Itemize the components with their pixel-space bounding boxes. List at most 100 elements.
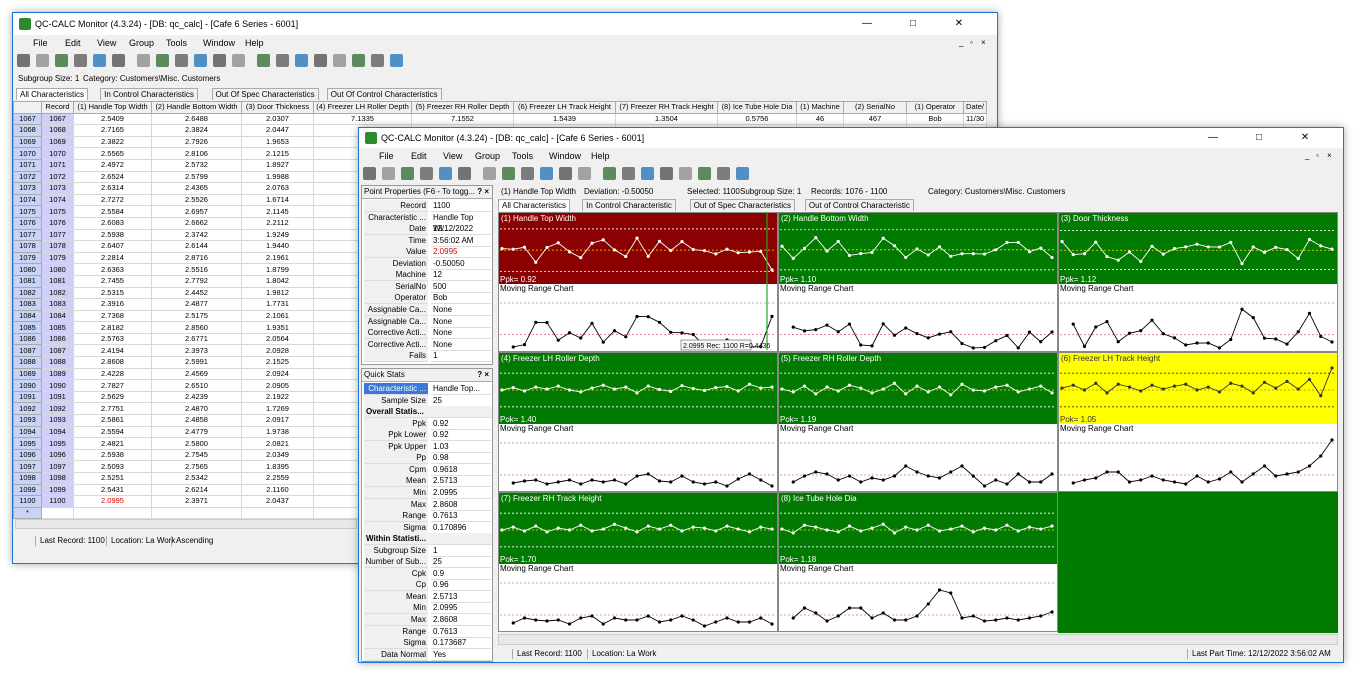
toolbar-button[interactable] — [257, 54, 270, 67]
mdi-control[interactable]: _ — [1305, 151, 1310, 160]
mr-point — [994, 478, 998, 482]
toolbar-button[interactable] — [641, 167, 654, 180]
menu-item[interactable]: File — [33, 38, 48, 48]
toolbar-button[interactable] — [603, 167, 616, 180]
menu-item[interactable]: Help — [591, 151, 610, 161]
mdi-control[interactable]: × — [1327, 151, 1332, 160]
toolbar-button[interactable] — [622, 167, 635, 180]
toolbar-button[interactable] — [420, 167, 433, 180]
toolbar-button[interactable] — [483, 167, 496, 180]
toolbar-button[interactable] — [540, 167, 553, 180]
table-cell: 1090 — [41, 379, 74, 392]
toolbar-button[interactable] — [717, 167, 730, 180]
window-control[interactable]: ✕ — [1300, 132, 1310, 143]
window-control[interactable]: □ — [909, 18, 917, 29]
toolbar-button[interactable] — [276, 54, 289, 67]
mdi-control[interactable]: _ — [959, 38, 964, 47]
toolbar-button[interactable] — [401, 167, 414, 180]
toolbar-button[interactable] — [382, 167, 395, 180]
tab[interactable]: In Control Characteristic — [582, 199, 676, 211]
data-point — [612, 522, 617, 526]
toolbar-button[interactable] — [660, 167, 673, 180]
column-header: (8) Ice Tube Hole Dia — [717, 101, 797, 114]
toolbar-button[interactable] — [137, 54, 150, 67]
table-cell: 1088 — [41, 356, 74, 369]
data-point — [1016, 240, 1020, 245]
toolbar-button[interactable] — [736, 167, 749, 180]
toolbar-button[interactable] — [93, 54, 106, 67]
toolbar-button[interactable] — [458, 167, 471, 180]
data-point — [1307, 237, 1312, 242]
mr-point — [926, 336, 930, 340]
tab[interactable]: Out Of Spec Characteristics — [211, 88, 319, 100]
toolbar-button[interactable] — [698, 167, 711, 180]
mr-point — [847, 606, 852, 610]
tab[interactable]: Out Of Control Characteristics — [326, 88, 442, 100]
toolbar-button[interactable] — [439, 167, 452, 180]
menu-item[interactable]: Group — [475, 151, 501, 161]
toolbar-button[interactable] — [559, 167, 572, 180]
toolbar-button[interactable] — [352, 54, 365, 67]
menu-item[interactable]: Edit — [65, 38, 81, 48]
menu-item[interactable]: Help — [245, 38, 264, 48]
toolbar-button[interactable] — [333, 54, 346, 67]
toolbar-button[interactable] — [156, 54, 169, 67]
panel-buttons[interactable]: ? × — [477, 370, 489, 379]
toolbar-button[interactable] — [502, 167, 515, 180]
window-control[interactable]: ✕ — [954, 18, 964, 29]
toolbar-button[interactable] — [363, 167, 376, 180]
tab[interactable]: Out of Spec Characteristics — [689, 199, 795, 211]
table-cell: 2.6510 — [151, 379, 242, 392]
tab[interactable]: Out of Control Characteristic — [804, 199, 914, 211]
mr-point — [949, 591, 953, 595]
toolbar-button[interactable] — [55, 54, 68, 67]
data-point — [646, 384, 650, 388]
toolbar-button[interactable] — [314, 54, 327, 67]
toolbar-button[interactable] — [175, 54, 188, 67]
toolbar-button[interactable] — [213, 54, 226, 67]
tab[interactable]: In Control Characteristics — [100, 88, 198, 100]
data-point — [635, 391, 639, 395]
menu-item[interactable]: File — [379, 151, 394, 161]
tab[interactable]: All Characteristics — [16, 88, 89, 100]
toolbar-button[interactable] — [232, 54, 245, 67]
menu-item[interactable]: Window — [549, 151, 582, 161]
toolbar-button[interactable] — [521, 167, 534, 180]
toolbar-button[interactable] — [371, 54, 384, 67]
data-point — [601, 238, 605, 242]
menu-item[interactable]: View — [97, 38, 117, 48]
data-point — [1050, 524, 1054, 528]
toolbar-button[interactable] — [17, 54, 30, 67]
row-header: 1096 — [13, 448, 42, 462]
mr-point — [534, 478, 538, 482]
window-control[interactable]: — — [862, 18, 872, 29]
toolbar-button[interactable] — [390, 54, 403, 67]
menu-item[interactable]: Tools — [166, 38, 188, 48]
menu-item[interactable]: Tools — [512, 151, 534, 161]
toolbar-button[interactable] — [194, 54, 207, 67]
mr-point — [770, 622, 774, 626]
mr-point — [859, 343, 863, 347]
mdi-control[interactable]: × — [981, 38, 986, 47]
menu-item[interactable]: Edit — [411, 151, 427, 161]
menu-item[interactable]: Group — [129, 38, 155, 48]
menu-item[interactable]: Window — [203, 38, 236, 48]
toolbar-button[interactable] — [36, 54, 49, 67]
window-control[interactable]: — — [1208, 132, 1218, 143]
panel-buttons[interactable]: ? × — [477, 187, 489, 196]
menu-item[interactable]: View — [443, 151, 463, 161]
toolbar-button[interactable] — [112, 54, 125, 67]
toolbar-button[interactable] — [578, 167, 591, 180]
mdi-control[interactable]: ▫ — [1316, 151, 1319, 160]
h-scrollbar[interactable] — [15, 519, 357, 529]
tab[interactable]: All Characteristics — [498, 199, 571, 211]
toolbar-button[interactable] — [295, 54, 308, 67]
mdi-control[interactable]: ▫ — [970, 38, 973, 47]
property-key: Data Normal — [364, 648, 428, 661]
property-key: Corrective Acti... — [364, 338, 428, 351]
window-control[interactable]: □ — [1255, 132, 1263, 143]
toolbar-button[interactable] — [74, 54, 87, 67]
mr-point — [1251, 472, 1255, 476]
h-scrollbar[interactable] — [498, 634, 1338, 645]
toolbar-button[interactable] — [679, 167, 692, 180]
